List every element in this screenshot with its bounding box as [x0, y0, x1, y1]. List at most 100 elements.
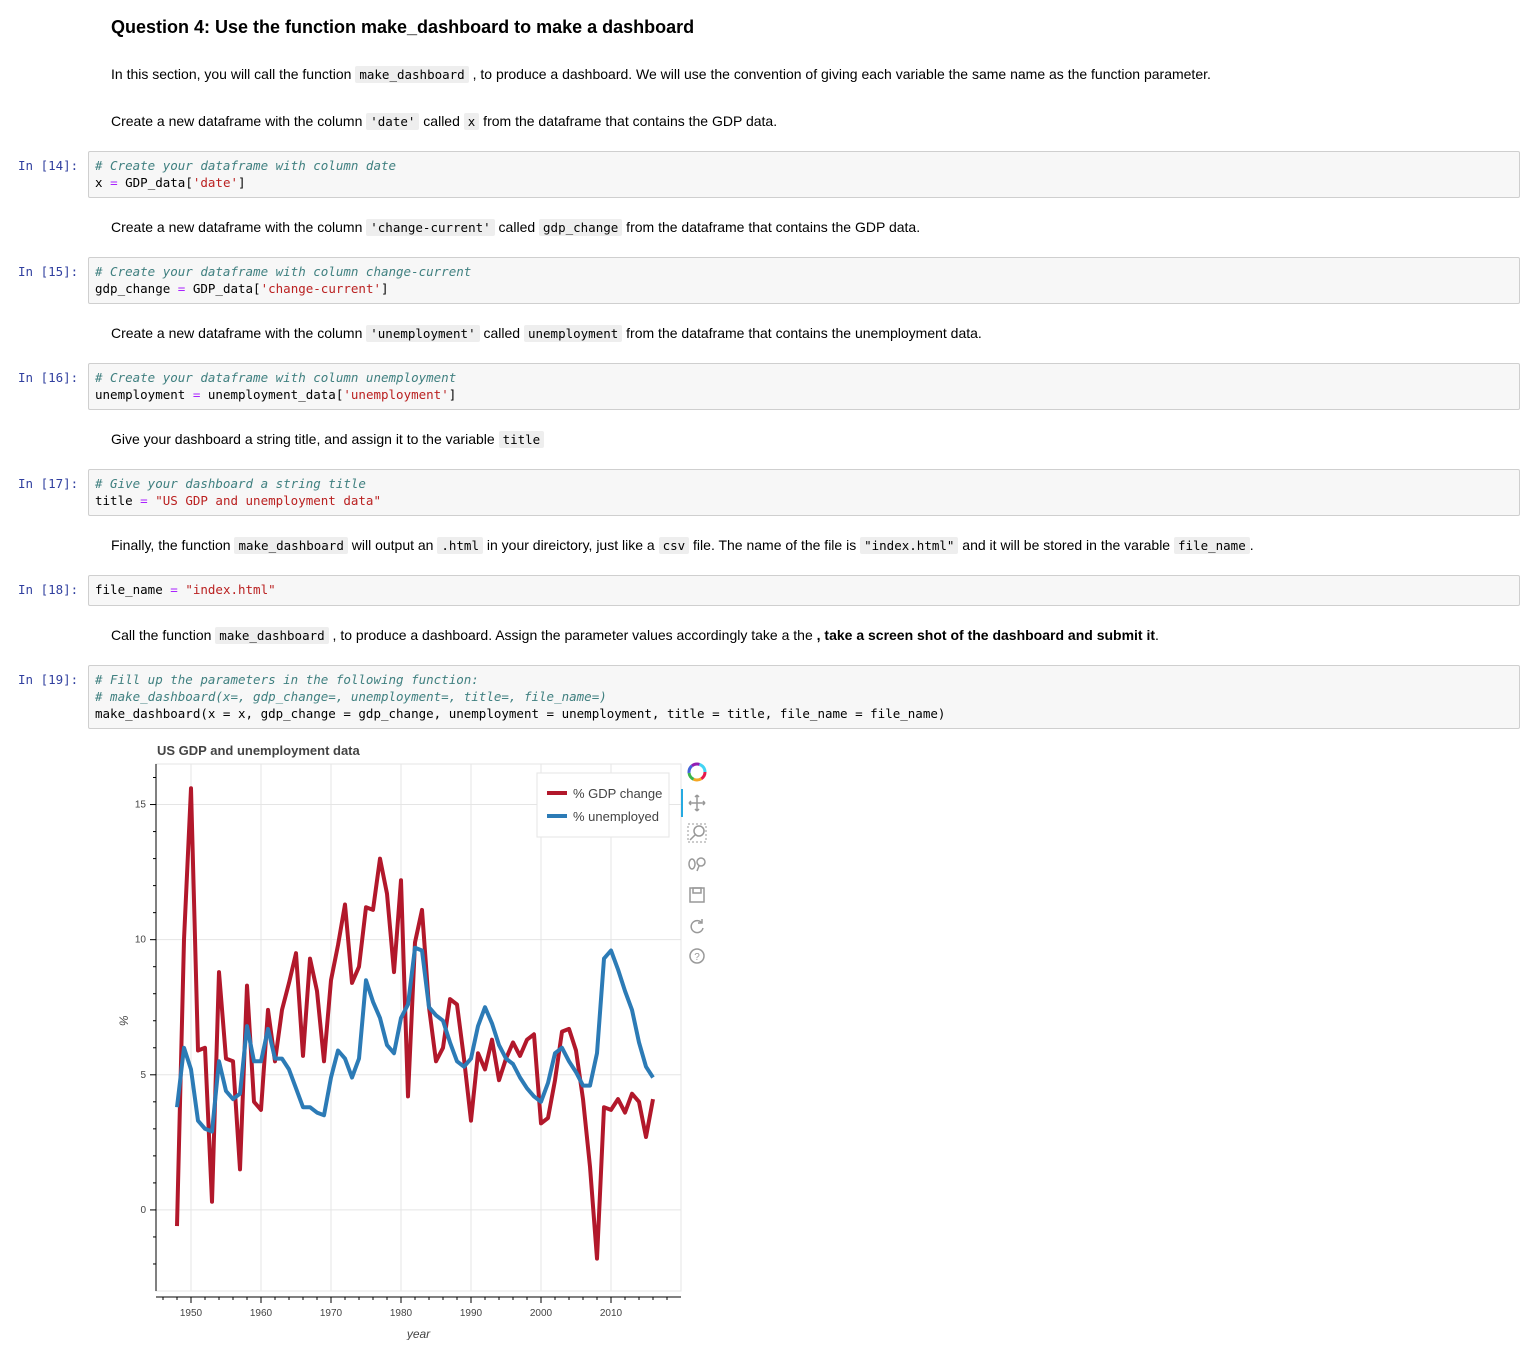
intro-text: In this section, you will call the funct… — [111, 64, 1211, 85]
text: file. The name of the file is — [689, 537, 861, 553]
inline-code: 'unemployment' — [366, 325, 480, 342]
plot-area — [155, 763, 682, 1292]
y-tick-label: 5 — [140, 1070, 146, 1081]
code-cell-14[interactable]: # Create your dataframe with column date… — [88, 151, 1520, 198]
code-token: GDP_data[ — [185, 281, 261, 296]
svg-text:?: ? — [694, 952, 700, 963]
box-zoom-icon[interactable] — [686, 822, 708, 844]
instruction-unemployment: Create a new dataframe with the column '… — [111, 323, 982, 344]
inline-code: make_dashboard — [215, 627, 329, 644]
inline-code: "index.html" — [860, 537, 959, 554]
inline-code: make_dashboard — [234, 537, 348, 554]
x-tick-label: 1970 — [320, 1308, 343, 1319]
code-token: title — [95, 493, 141, 508]
inline-code: 'date' — [366, 113, 420, 130]
save-icon[interactable] — [686, 884, 708, 906]
text: Finally, the function — [111, 537, 235, 553]
code-comment: # Fill up the parameters in the followin… — [95, 672, 479, 687]
text: called — [419, 113, 464, 129]
inline-code: 'change-current' — [366, 219, 495, 236]
active-tool-indicator — [681, 789, 683, 817]
y-axis-label: % — [117, 1015, 131, 1026]
instruction-file: Finally, the function make_dashboard wil… — [111, 535, 1254, 556]
inline-code: make_dashboard — [355, 66, 469, 83]
code-cell-15[interactable]: # Create your dataframe with column chan… — [88, 257, 1520, 304]
code-token: GDP_data[ — [117, 175, 193, 190]
bold-text: , take a screen shot of the dashboard an… — [816, 627, 1156, 643]
instruction-call: Call the function make_dashboard , to pr… — [111, 625, 1159, 646]
code-token: = — [192, 387, 201, 402]
chart-title: US GDP and unemployment data — [157, 743, 361, 758]
x-tick-label: 1950 — [180, 1308, 203, 1319]
code-token: ] — [448, 387, 457, 402]
inline-code: csv — [658, 537, 690, 554]
code-token: ] — [238, 175, 246, 190]
text: will output an — [347, 537, 438, 553]
code-line: make_dashboard(x = x, gdp_change = gdp_c… — [95, 706, 946, 721]
x-axis-label: year — [406, 1327, 431, 1340]
inline-code: gdp_change — [539, 219, 623, 236]
text: , to produce a dashboard. Assign the par… — [328, 627, 817, 643]
text: . — [1155, 627, 1159, 643]
code-token: = — [110, 175, 118, 190]
question-heading: Question 4: Use the function make_dashbo… — [111, 17, 695, 37]
text: from the dataframe that contains the une… — [622, 325, 982, 341]
dashboard-chart[interactable]: US GDP and unemployment data 1950 1960 1970… — [100, 740, 700, 1340]
code-comment: # Create your dataframe with column chan… — [95, 264, 472, 279]
instruction-change: Create a new dataframe with the column '… — [111, 217, 920, 238]
reset-icon[interactable] — [686, 915, 708, 937]
code-token: = — [140, 493, 148, 508]
y-tick-label: 15 — [135, 800, 147, 811]
code-comment: # make_dashboard(x=, gdp_change=, unempl… — [95, 689, 607, 704]
code-comment: # Create your dataframe with column date — [95, 158, 397, 173]
code-token: gdp_change — [95, 281, 178, 296]
code-string: 'unemployment' — [343, 387, 449, 402]
code-comment: # Give your dashboard a string title — [95, 476, 366, 491]
inline-code: file_name — [1174, 537, 1250, 554]
text: and it will be stored in the varable — [958, 537, 1174, 553]
x-tick-label: 1990 — [460, 1308, 483, 1319]
code-cell-17[interactable]: # Give your dashboard a string title tit… — [88, 469, 1520, 516]
text: Create a new dataframe with the column — [111, 113, 367, 129]
text: . — [1249, 537, 1254, 553]
text: Create a new dataframe with the column — [111, 325, 367, 341]
x-tick-label: 2000 — [530, 1308, 553, 1319]
code-token: ] — [381, 281, 389, 296]
legend-box — [536, 772, 670, 838]
code-token: = — [170, 582, 178, 597]
cell-prompt: In [17]: — [18, 476, 79, 491]
y-tick-label: 0 — [140, 1205, 146, 1216]
wheel-zoom-icon[interactable] — [686, 853, 708, 875]
text: in your direictory, just like a — [482, 537, 659, 553]
code-string: "index.html" — [185, 582, 276, 597]
pan-icon[interactable] — [686, 792, 708, 814]
inline-code: title — [498, 431, 545, 448]
intro-text-part: , to produce a dashboard. We will use th… — [468, 66, 1211, 82]
code-cell-19[interactable]: # Fill up the parameters in the followin… — [88, 665, 1520, 729]
code-string: 'date' — [192, 175, 239, 190]
code-token: unemployment — [95, 387, 193, 402]
code-cell-18[interactable]: file_name = "index.html" — [88, 575, 1520, 606]
cell-prompt: In [19]: — [18, 672, 79, 687]
cell-prompt: In [18]: — [18, 582, 79, 597]
code-string: 'change-current' — [260, 281, 382, 296]
text: Give your dashboard a string title, and … — [111, 431, 499, 447]
code-token: unemployment_data[ — [200, 387, 344, 402]
code-comment: # Create your dataframe with column unem… — [95, 370, 457, 385]
legend-label: % unemployed — [573, 809, 659, 824]
inline-code: x — [463, 113, 480, 130]
text: from the dataframe that contains the GDP… — [479, 113, 778, 129]
x-tick-label: 2010 — [600, 1308, 623, 1319]
code-string: "US GDP and unemployment data" — [155, 493, 381, 508]
text: Call the function — [111, 627, 216, 643]
code-token: x — [95, 175, 111, 190]
bokeh-logo-icon[interactable] — [686, 761, 708, 783]
text: called — [479, 325, 524, 341]
cell-prompt: In [15]: — [18, 264, 79, 279]
instruction-title: Give your dashboard a string title, and … — [111, 429, 545, 450]
y-tick-label: 10 — [135, 935, 147, 946]
code-token: = — [177, 281, 186, 296]
code-cell-16[interactable]: # Create your dataframe with column unem… — [88, 363, 1520, 410]
help-icon[interactable]: ? — [686, 945, 708, 967]
code-token: file_name — [95, 582, 171, 597]
